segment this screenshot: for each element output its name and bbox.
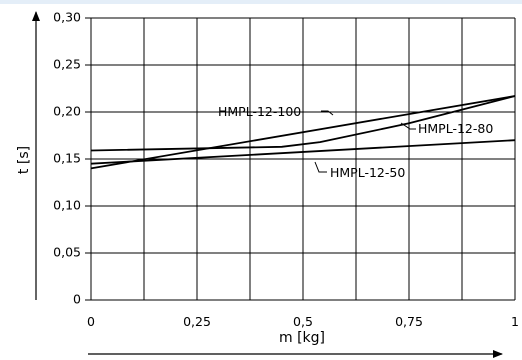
y-tick-label: 0 xyxy=(73,292,81,307)
series-line-hmpl-12-100 xyxy=(90,95,516,170)
series-label-leader xyxy=(314,161,327,173)
series-label: HMPL-12-50 xyxy=(330,165,405,180)
x-tick-label: 0,5 xyxy=(293,314,313,329)
top-band xyxy=(0,0,522,4)
x-tick-label: 1 xyxy=(511,314,519,329)
series-line-hmpl-12-80 xyxy=(90,95,516,152)
y-tick-label: 0,05 xyxy=(53,245,81,260)
x-axis-title: m [kg] xyxy=(279,330,325,346)
x-tick-labels: 0 0,25 0,5 0,75 1 xyxy=(87,314,519,329)
axis-arrows xyxy=(32,11,503,358)
series-label-leader xyxy=(321,110,334,116)
series-line-hmpl-12-50 xyxy=(90,139,516,165)
x-tick-label: 0 xyxy=(87,314,95,329)
y-tick-label: 0,20 xyxy=(53,104,81,119)
x-tick-label: 0,25 xyxy=(183,314,211,329)
x-tick-label: 0,75 xyxy=(395,314,423,329)
y-tick-label: 0,10 xyxy=(53,198,81,213)
series-labels: HMPL-12-100 HMPL-12-80 HMPL-12-50 xyxy=(218,104,493,180)
y-tick-label: 0,25 xyxy=(53,57,81,72)
y-axis-title: t [s] xyxy=(16,146,32,174)
series-label: HMPL-12-80 xyxy=(418,121,493,136)
grid xyxy=(85,17,516,301)
series-label-leader xyxy=(400,122,416,130)
series-label: HMPL-12-100 xyxy=(218,104,301,119)
y-tick-labels: 0 0,05 0,10 0,15 0,20 0,25 0,30 xyxy=(53,10,81,307)
y-tick-label: 0,15 xyxy=(53,151,81,166)
y-tick-label: 0,30 xyxy=(53,10,81,25)
series-lines xyxy=(90,95,516,170)
